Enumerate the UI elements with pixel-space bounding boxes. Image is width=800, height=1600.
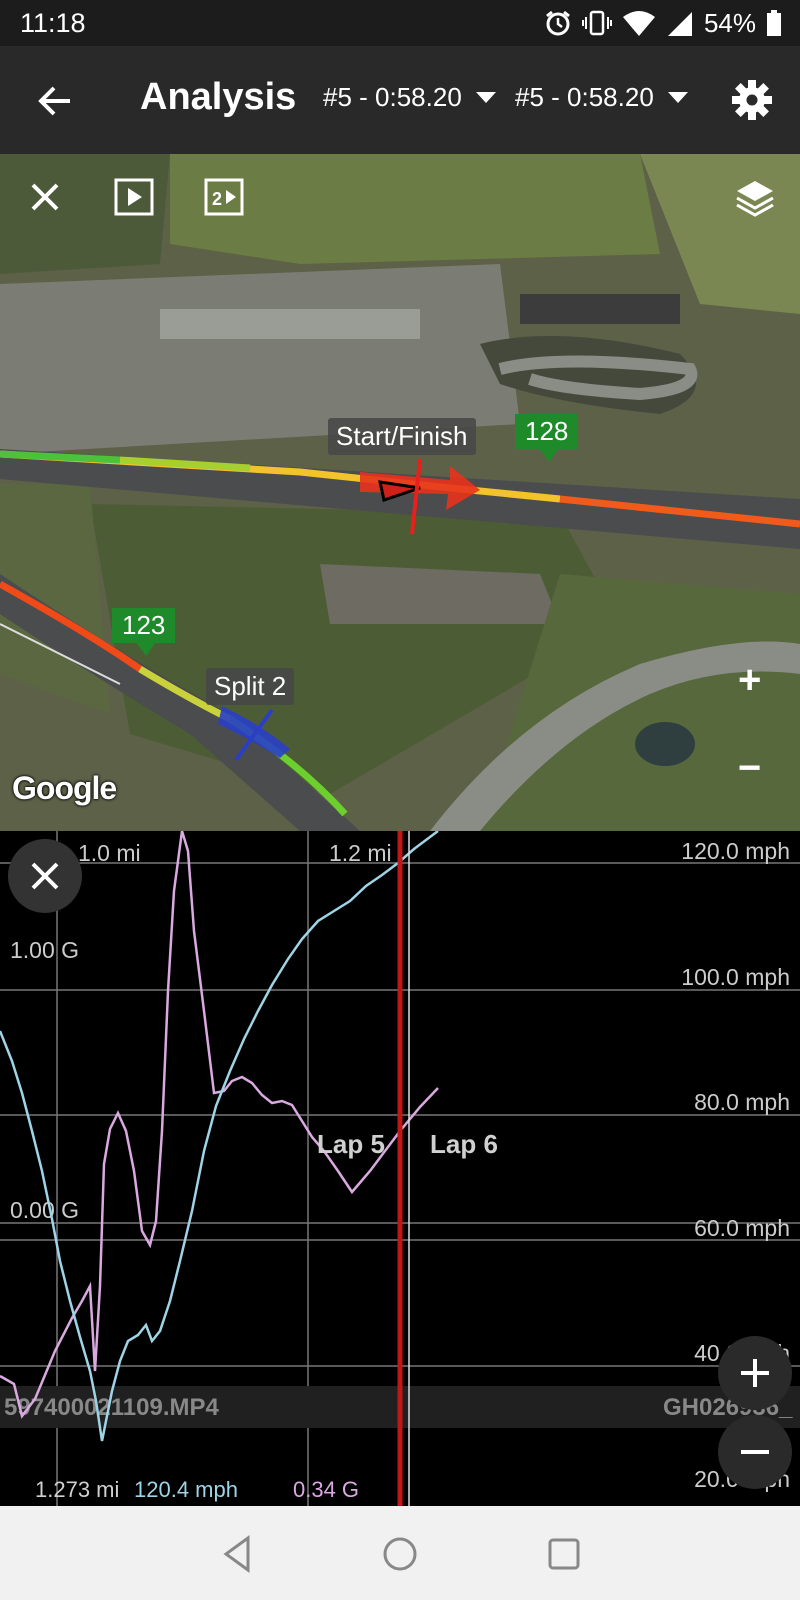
signal-icon bbox=[667, 12, 692, 36]
lap-6-label: Lap 6 bbox=[430, 1129, 498, 1159]
gear-icon[interactable] bbox=[730, 78, 774, 122]
lap-selector-a-label: #5 - 0:58.20 bbox=[323, 82, 462, 112]
speed-label-80: 80.0 mph bbox=[694, 1089, 790, 1115]
map-zoom-out-button[interactable]: − bbox=[738, 746, 762, 790]
readout-g-force: 0.34 G bbox=[293, 1477, 359, 1502]
battery-icon bbox=[767, 10, 781, 36]
wifi-icon bbox=[622, 11, 655, 36]
g-label-2: 0.00 G bbox=[10, 1197, 79, 1223]
chart-zoom-out-button[interactable] bbox=[718, 1415, 792, 1489]
lap-selector-b[interactable]: #5 - 0:58.20 bbox=[515, 82, 688, 113]
speed-line bbox=[0, 831, 439, 1442]
close-icon[interactable] bbox=[28, 180, 62, 214]
speed-label-120: 120.0 mph bbox=[681, 838, 790, 864]
status-icons: 54% bbox=[544, 6, 782, 40]
speed-label-100: 100.0 mph bbox=[681, 964, 790, 990]
nav-recents-icon[interactable] bbox=[542, 1532, 586, 1576]
split-2-label: Split 2 bbox=[206, 668, 295, 705]
start-finish-label: Start/Finish bbox=[328, 418, 476, 455]
status-bar: 11:18 54% bbox=[0, 0, 800, 46]
minus-icon bbox=[741, 1450, 769, 1454]
telemetry-chart[interactable]: 597400021109.MP4 GH026936_ 1.0 mi 1.2 mi… bbox=[0, 831, 800, 1506]
map-zoom-in-button[interactable]: + bbox=[738, 658, 762, 702]
lap-5-label: Lap 5 bbox=[317, 1129, 385, 1159]
dual-video-icon[interactable]: 2 bbox=[204, 178, 244, 216]
lap-marker-128[interactable]: 128 bbox=[515, 414, 579, 462]
g-label-1: 1.00 G bbox=[10, 937, 79, 963]
battery-percentage: 54% bbox=[703, 7, 756, 38]
distance-label-2: 1.2 mi bbox=[329, 840, 392, 866]
lap-selector-a[interactable]: #5 - 0:58.20 bbox=[323, 82, 496, 113]
lap-marker-123[interactable]: 123 bbox=[112, 608, 176, 656]
back-arrow-icon[interactable] bbox=[30, 76, 80, 126]
google-logo: Google bbox=[12, 770, 117, 806]
chart-close-button[interactable] bbox=[8, 839, 82, 913]
track-map[interactable]: 2 Start/Finish 128 123 Split 2 + − Googl… bbox=[0, 154, 800, 831]
caret-down-icon bbox=[667, 92, 688, 103]
nav-home-icon[interactable] bbox=[378, 1532, 422, 1576]
system-nav-bar bbox=[0, 1506, 800, 1600]
layers-icon[interactable] bbox=[734, 178, 776, 218]
play-video-icon[interactable] bbox=[114, 178, 154, 216]
status-time: 11:18 bbox=[20, 8, 86, 38]
nav-back-icon[interactable] bbox=[216, 1532, 260, 1576]
svg-text:2: 2 bbox=[212, 189, 222, 209]
caret-down-icon bbox=[475, 92, 496, 103]
close-icon bbox=[31, 862, 59, 890]
speed-label-60: 60.0 mph bbox=[694, 1215, 790, 1241]
satellite-imagery bbox=[0, 154, 800, 831]
alarm-icon bbox=[546, 10, 570, 36]
chart-zoom-in-button[interactable] bbox=[718, 1336, 792, 1410]
vibrate-icon bbox=[581, 10, 612, 36]
plus-icon bbox=[741, 1359, 769, 1387]
app-bar: Analysis #5 - 0:58.20 #5 - 0:58.20 bbox=[0, 46, 800, 154]
g-force-line bbox=[0, 831, 439, 1419]
lap-selector-b-label: #5 - 0:58.20 bbox=[515, 82, 654, 112]
telemetry-plot: 597400021109.MP4 GH026936_ 1.0 mi 1.2 mi… bbox=[0, 831, 800, 1506]
readout-distance: 1.273 mi bbox=[35, 1477, 119, 1502]
distance-label-1: 1.0 mi bbox=[78, 840, 141, 866]
readout-speed: 120.4 mph bbox=[134, 1477, 238, 1502]
page-title: Analysis bbox=[140, 76, 297, 118]
